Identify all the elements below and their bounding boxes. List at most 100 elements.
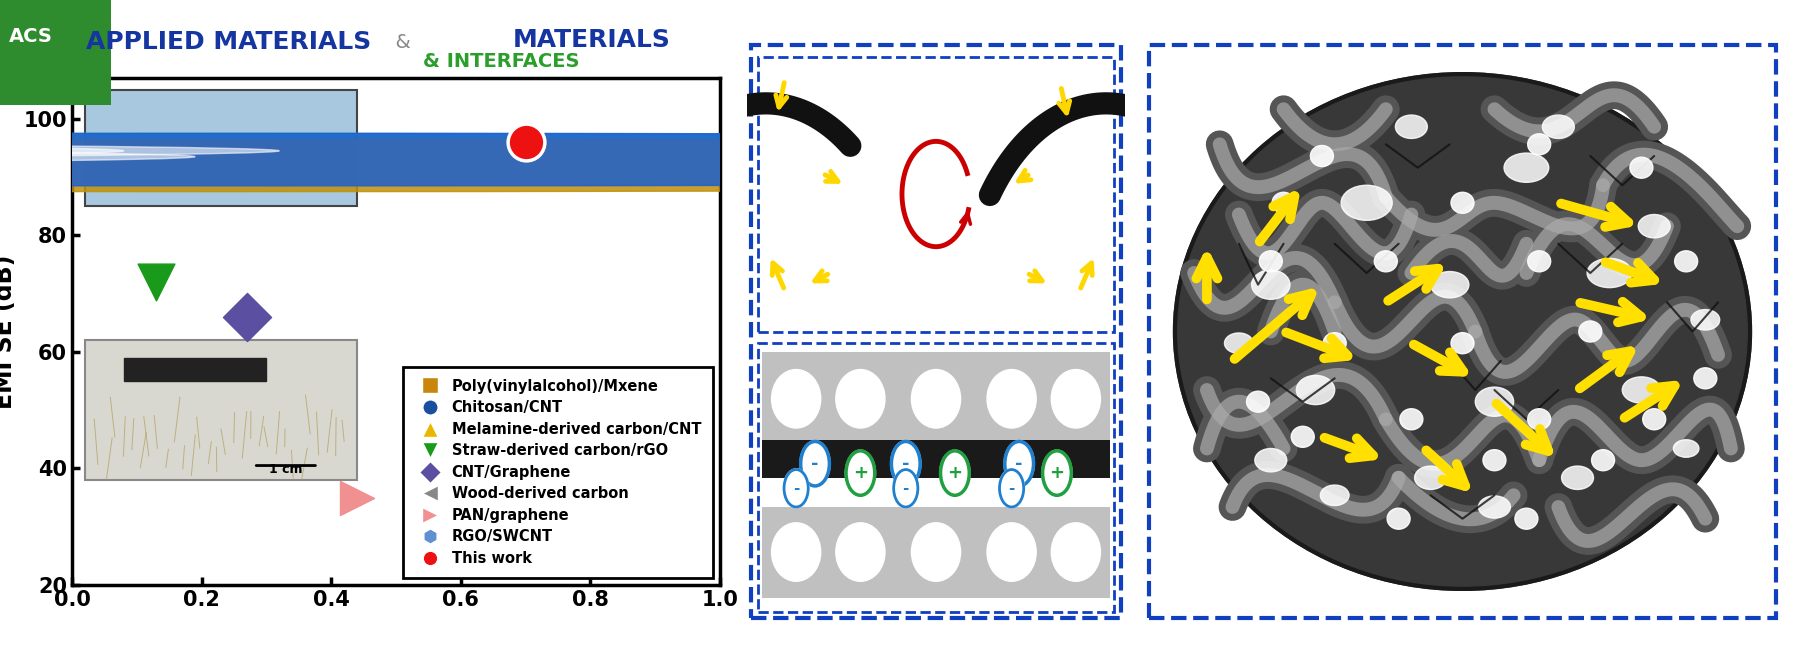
FancyBboxPatch shape (124, 358, 266, 381)
Ellipse shape (1674, 439, 1699, 458)
Circle shape (1375, 251, 1397, 272)
Point (342, 493, 371, 503)
Circle shape (0, 133, 1800, 186)
Point (536, 533, 565, 543)
Circle shape (1247, 391, 1269, 412)
Ellipse shape (772, 369, 821, 428)
Point (563, 475, 592, 486)
Ellipse shape (1395, 115, 1427, 138)
Text: -: - (812, 455, 819, 473)
Ellipse shape (1476, 387, 1514, 416)
Circle shape (1516, 508, 1537, 529)
FancyBboxPatch shape (761, 439, 1111, 478)
Ellipse shape (1543, 115, 1575, 138)
Circle shape (1528, 251, 1550, 272)
Ellipse shape (1051, 523, 1100, 581)
Ellipse shape (1415, 466, 1447, 489)
FancyBboxPatch shape (758, 57, 1114, 332)
Text: -: - (1008, 481, 1015, 496)
Ellipse shape (986, 369, 1037, 428)
Ellipse shape (911, 369, 961, 428)
Ellipse shape (1622, 377, 1661, 403)
Ellipse shape (1251, 270, 1291, 299)
Text: -: - (794, 481, 799, 496)
Ellipse shape (1341, 185, 1391, 220)
Circle shape (1323, 333, 1346, 354)
Circle shape (1694, 368, 1717, 389)
Circle shape (1291, 426, 1314, 447)
Ellipse shape (772, 523, 821, 581)
Text: & INTERFACES: & INTERFACES (423, 52, 580, 72)
Ellipse shape (1505, 153, 1548, 182)
Point (142, 277, 171, 287)
Circle shape (999, 469, 1024, 507)
FancyBboxPatch shape (85, 90, 356, 206)
Text: -: - (902, 455, 909, 473)
Circle shape (846, 451, 875, 495)
Point (232, 312, 261, 322)
Ellipse shape (835, 523, 886, 581)
Circle shape (0, 133, 1800, 186)
Text: 1 cm: 1 cm (268, 463, 302, 476)
Point (421, 533, 450, 543)
FancyBboxPatch shape (1150, 45, 1775, 618)
Circle shape (1451, 192, 1474, 213)
Text: +: + (853, 464, 868, 482)
Legend: Poly(vinylalcohol)/Mxene, Chitosan/CNT, Melamine-derived carbon/CNT, Straw-deriv: Poly(vinylalcohol)/Mxene, Chitosan/CNT, … (403, 367, 713, 578)
Circle shape (0, 144, 124, 158)
Circle shape (1400, 409, 1422, 430)
Circle shape (891, 441, 920, 486)
FancyBboxPatch shape (761, 507, 1111, 598)
Ellipse shape (1478, 496, 1510, 518)
Circle shape (1042, 451, 1071, 495)
Circle shape (941, 451, 968, 495)
Point (536, 463, 565, 474)
Ellipse shape (1690, 309, 1719, 330)
Circle shape (1528, 134, 1550, 155)
Ellipse shape (1224, 333, 1253, 354)
Ellipse shape (1638, 214, 1670, 238)
FancyBboxPatch shape (751, 45, 1121, 618)
Circle shape (801, 441, 830, 486)
Circle shape (1579, 321, 1602, 342)
Text: +: + (1049, 464, 1064, 482)
Y-axis label: EMI SE (dB): EMI SE (dB) (0, 254, 16, 409)
Ellipse shape (1255, 448, 1287, 472)
Circle shape (1451, 333, 1474, 354)
Ellipse shape (911, 523, 961, 581)
FancyBboxPatch shape (758, 343, 1114, 612)
Text: -: - (1015, 455, 1022, 473)
Circle shape (785, 469, 808, 507)
Point (511, 137, 540, 148)
Ellipse shape (1321, 485, 1348, 506)
Ellipse shape (986, 523, 1037, 581)
Ellipse shape (1051, 369, 1100, 428)
Circle shape (0, 139, 1800, 192)
Point (616, 504, 644, 514)
Circle shape (893, 469, 918, 507)
Circle shape (1674, 251, 1697, 272)
Ellipse shape (1588, 258, 1633, 287)
Text: ACS: ACS (9, 27, 52, 46)
Circle shape (1310, 146, 1334, 166)
Circle shape (1388, 508, 1409, 529)
Ellipse shape (1296, 376, 1336, 404)
Ellipse shape (1175, 74, 1750, 589)
Circle shape (1591, 450, 1615, 471)
Circle shape (0, 150, 194, 164)
Text: +: + (947, 464, 963, 482)
Text: &: & (383, 32, 423, 52)
Circle shape (1528, 409, 1550, 430)
Circle shape (1643, 409, 1665, 430)
Ellipse shape (1562, 466, 1593, 489)
Text: -: - (902, 481, 909, 496)
Ellipse shape (835, 369, 886, 428)
FancyBboxPatch shape (761, 352, 1111, 443)
Circle shape (1483, 450, 1507, 471)
Circle shape (1260, 251, 1282, 272)
Circle shape (0, 144, 279, 158)
Circle shape (1273, 192, 1294, 213)
Ellipse shape (1431, 272, 1469, 298)
Text: MATERIALS: MATERIALS (513, 29, 671, 52)
Text: APPLIED MATERIALS: APPLIED MATERIALS (86, 31, 371, 54)
